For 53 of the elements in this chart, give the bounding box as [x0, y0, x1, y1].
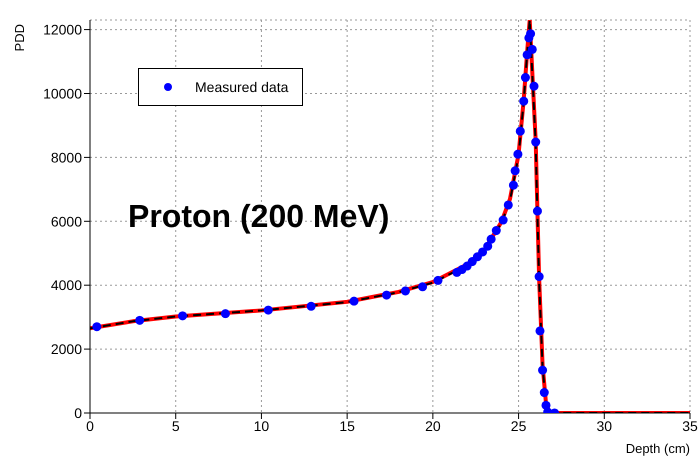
point: [135, 316, 144, 325]
point: [540, 388, 549, 398]
point: [538, 366, 548, 375]
point: [382, 290, 392, 300]
point: [504, 200, 513, 210]
point: [510, 166, 520, 176]
point: [513, 150, 522, 159]
point: [534, 272, 544, 282]
point: [522, 50, 532, 60]
point: [92, 322, 102, 332]
point: [306, 302, 316, 311]
x-tick-label: 35: [682, 418, 698, 434]
point: [178, 311, 188, 320]
x-tick-label: 25: [510, 418, 527, 434]
point: [516, 126, 525, 136]
point: [492, 226, 501, 236]
y-axis-title: PDD: [12, 24, 27, 52]
point: [349, 296, 359, 306]
point: [532, 206, 542, 216]
point: [531, 138, 540, 147]
y-tick-label: 10000: [43, 85, 82, 102]
y-tick-label: 6000: [50, 213, 82, 230]
x-axis-title: Depth (cm): [626, 441, 690, 456]
y-tick-label: 4000: [50, 277, 82, 294]
x-tick-label: 20: [425, 418, 441, 434]
point: [519, 96, 528, 106]
point: [526, 29, 536, 38]
point: [483, 242, 492, 251]
x-tick-label: 15: [339, 418, 356, 434]
y-tick-label: 8000: [50, 149, 82, 166]
point: [220, 309, 230, 318]
point: [418, 282, 428, 292]
point: [478, 247, 488, 256]
point: [535, 326, 545, 336]
point: [486, 234, 496, 244]
point: [264, 306, 273, 315]
point: [508, 180, 518, 190]
point: [528, 44, 537, 54]
point: [529, 82, 539, 91]
y-tick-label: 12000: [43, 22, 82, 38]
point: [433, 276, 443, 285]
x-tick-label: 10: [254, 418, 270, 434]
x-tick-label: 0: [86, 418, 94, 434]
point: [498, 216, 508, 225]
point: [520, 73, 530, 82]
legend-label: Measured data: [195, 79, 288, 95]
annotation: Proton (200 MeV): [128, 198, 390, 235]
x-tick-label: 30: [596, 418, 612, 434]
y-tick-label: 2000: [50, 341, 82, 358]
x-tick-label: 5: [172, 418, 180, 434]
y-tick-label: 0: [74, 404, 82, 421]
legend-box: Measured data: [138, 68, 304, 106]
point: [400, 286, 410, 296]
